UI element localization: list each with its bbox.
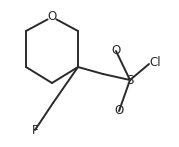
Text: Cl: Cl	[149, 56, 161, 69]
Text: O: O	[114, 105, 124, 117]
Text: O: O	[111, 45, 121, 57]
Text: O: O	[47, 10, 57, 24]
Text: S: S	[126, 74, 134, 86]
Text: F: F	[32, 123, 38, 137]
